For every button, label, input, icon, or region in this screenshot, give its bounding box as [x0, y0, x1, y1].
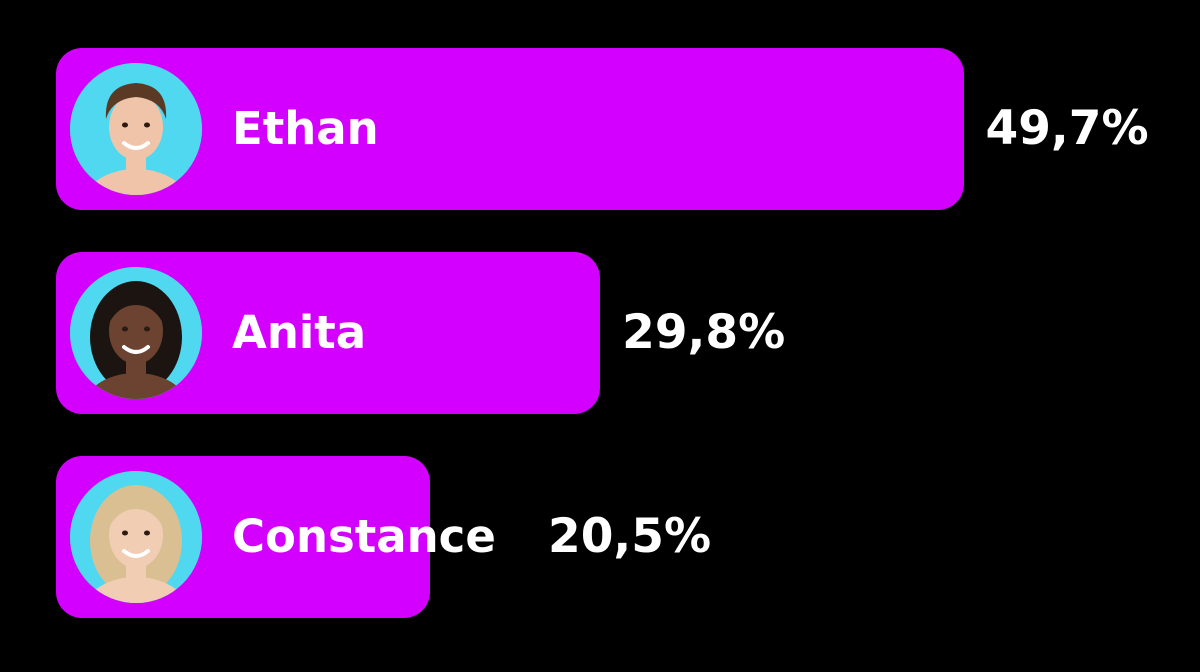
value-label-ethan: 49,7% — [985, 101, 1149, 156]
bar-label-constance: Constance — [232, 510, 496, 563]
bar-label-anita: Anita — [232, 306, 367, 359]
bar-row-constance: Constance 20,5% — [0, 456, 1200, 618]
value-label-anita: 29,8% — [622, 305, 786, 360]
bar-row-ethan: Ethan 49,7% — [0, 48, 1200, 210]
bar-row-anita: Anita 29,8% — [0, 252, 1200, 414]
anita-avatar-icon — [70, 267, 202, 399]
constance-avatar-icon — [70, 471, 202, 603]
bar-label-ethan: Ethan — [232, 102, 379, 155]
value-label-constance: 20,5% — [548, 509, 712, 564]
ethan-avatar-icon — [70, 63, 202, 195]
bar-ethan — [56, 48, 964, 210]
